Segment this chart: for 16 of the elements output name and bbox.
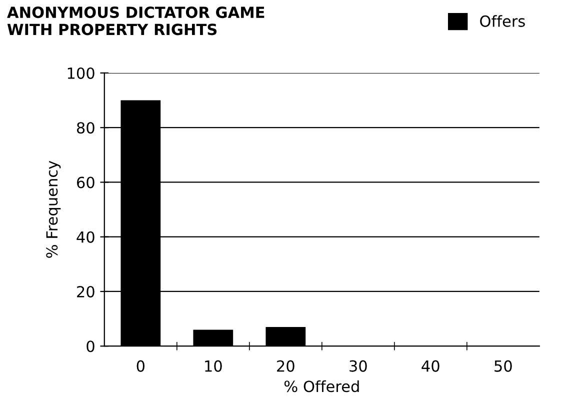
y-axis-title: % Frequency	[46, 160, 61, 258]
x-axis-title: % Offered	[284, 380, 359, 392]
y-tick-label: 80	[76, 122, 94, 134]
x-tick-label: 10	[205, 360, 222, 372]
chart-title: ANONYMOUS DICTATOR GAME WITH PROPERTY RIGHTS	[7, 6, 264, 36]
y-tick-label: 100	[68, 67, 94, 79]
y-tick-label: 60	[77, 176, 94, 188]
x-tick-label: 0	[136, 360, 144, 372]
x-tick-label: 30	[350, 360, 367, 372]
y-tick-label: 20	[77, 286, 94, 298]
x-tick-label: 20	[277, 360, 294, 372]
x-tick-label: 50	[494, 360, 512, 372]
y-tick-label: 40	[76, 231, 94, 243]
legend-label: Offers	[480, 15, 525, 27]
x-tick-label: 40	[422, 360, 440, 372]
y-tick-label: 0	[86, 340, 94, 352]
